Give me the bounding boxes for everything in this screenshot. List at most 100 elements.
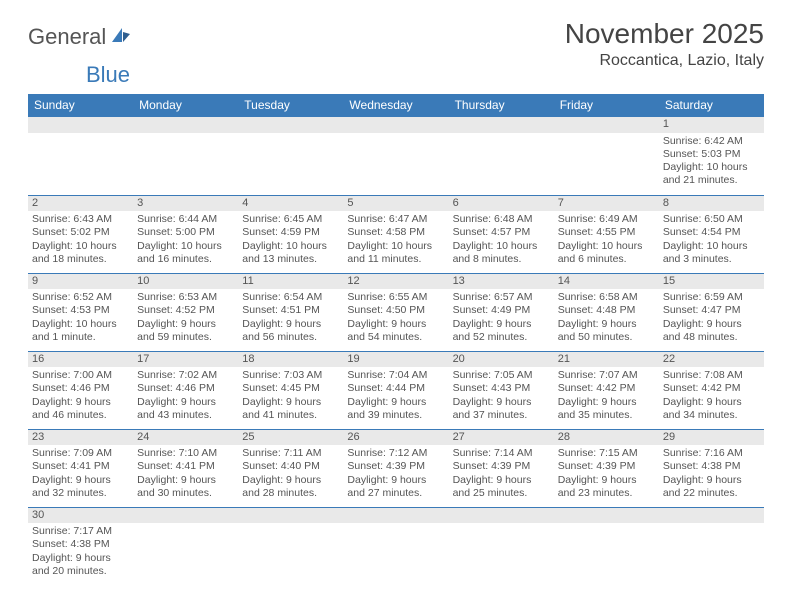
sunset-text: Sunset: 4:42 PM: [663, 382, 760, 395]
day-body: Sunrise: 6:42 AMSunset: 5:03 PMDaylight:…: [659, 133, 764, 191]
sunset-text: Sunset: 4:39 PM: [558, 460, 655, 473]
sunrise-text: Sunrise: 7:08 AM: [663, 369, 760, 382]
sunset-text: Sunset: 4:45 PM: [242, 382, 339, 395]
day-body: Sunrise: 7:07 AMSunset: 4:42 PMDaylight:…: [554, 367, 659, 425]
sunrise-text: Sunrise: 6:47 AM: [347, 213, 444, 226]
day-number: [28, 117, 133, 133]
calendar-day-cell: [238, 117, 343, 195]
daylight-text: Daylight: 9 hours and 27 minutes.: [347, 474, 444, 500]
day-body: Sunrise: 6:52 AMSunset: 4:53 PMDaylight:…: [28, 289, 133, 347]
calendar-day-cell: 19Sunrise: 7:04 AMSunset: 4:44 PMDayligh…: [343, 351, 448, 429]
day-body: Sunrise: 7:08 AMSunset: 4:42 PMDaylight:…: [659, 367, 764, 425]
daylight-text: Daylight: 10 hours and 18 minutes.: [32, 240, 129, 266]
day-number: 1: [659, 117, 764, 133]
day-body: Sunrise: 6:43 AMSunset: 5:02 PMDaylight:…: [28, 211, 133, 269]
day-body: Sunrise: 6:58 AMSunset: 4:48 PMDaylight:…: [554, 289, 659, 347]
day-number: 27: [449, 430, 554, 446]
calendar-day-cell: 5Sunrise: 6:47 AMSunset: 4:58 PMDaylight…: [343, 195, 448, 273]
logo: General: [28, 24, 134, 50]
day-body: Sunrise: 6:50 AMSunset: 4:54 PMDaylight:…: [659, 211, 764, 269]
sunset-text: Sunset: 4:41 PM: [32, 460, 129, 473]
day-number: [238, 508, 343, 524]
sunset-text: Sunset: 4:44 PM: [347, 382, 444, 395]
daylight-text: Daylight: 9 hours and 39 minutes.: [347, 396, 444, 422]
daylight-text: Daylight: 9 hours and 22 minutes.: [663, 474, 760, 500]
logo-text-1: General: [28, 24, 106, 50]
calendar-day-cell: [28, 117, 133, 195]
day-body: Sunrise: 7:10 AMSunset: 4:41 PMDaylight:…: [133, 445, 238, 503]
sunset-text: Sunset: 4:54 PM: [663, 226, 760, 239]
day-number: 6: [449, 196, 554, 212]
weekday-header: Thursday: [449, 94, 554, 117]
sunset-text: Sunset: 4:51 PM: [242, 304, 339, 317]
sunrise-text: Sunrise: 6:48 AM: [453, 213, 550, 226]
sunset-text: Sunset: 4:50 PM: [347, 304, 444, 317]
day-number: 5: [343, 196, 448, 212]
calendar-day-cell: [659, 507, 764, 585]
daylight-text: Daylight: 10 hours and 16 minutes.: [137, 240, 234, 266]
day-body: Sunrise: 7:09 AMSunset: 4:41 PMDaylight:…: [28, 445, 133, 503]
day-number: [659, 508, 764, 524]
calendar-day-cell: 7Sunrise: 6:49 AMSunset: 4:55 PMDaylight…: [554, 195, 659, 273]
day-body: Sunrise: 6:59 AMSunset: 4:47 PMDaylight:…: [659, 289, 764, 347]
sunset-text: Sunset: 4:53 PM: [32, 304, 129, 317]
calendar-day-cell: 3Sunrise: 6:44 AMSunset: 5:00 PMDaylight…: [133, 195, 238, 273]
sunset-text: Sunset: 4:43 PM: [453, 382, 550, 395]
calendar-day-cell: 12Sunrise: 6:55 AMSunset: 4:50 PMDayligh…: [343, 273, 448, 351]
daylight-text: Daylight: 9 hours and 50 minutes.: [558, 318, 655, 344]
calendar-day-cell: 21Sunrise: 7:07 AMSunset: 4:42 PMDayligh…: [554, 351, 659, 429]
day-number: [343, 117, 448, 133]
daylight-text: Daylight: 9 hours and 41 minutes.: [242, 396, 339, 422]
calendar-day-cell: 4Sunrise: 6:45 AMSunset: 4:59 PMDaylight…: [238, 195, 343, 273]
daylight-text: Daylight: 10 hours and 1 minute.: [32, 318, 129, 344]
day-number: 15: [659, 274, 764, 290]
sunset-text: Sunset: 4:58 PM: [347, 226, 444, 239]
day-body: Sunrise: 7:16 AMSunset: 4:38 PMDaylight:…: [659, 445, 764, 503]
month-title: November 2025: [565, 18, 764, 50]
sunrise-text: Sunrise: 6:45 AM: [242, 213, 339, 226]
day-number: 25: [238, 430, 343, 446]
daylight-text: Daylight: 9 hours and 30 minutes.: [137, 474, 234, 500]
calendar-day-cell: 26Sunrise: 7:12 AMSunset: 4:39 PMDayligh…: [343, 429, 448, 507]
day-number: 17: [133, 352, 238, 368]
day-number: 10: [133, 274, 238, 290]
daylight-text: Daylight: 9 hours and 48 minutes.: [663, 318, 760, 344]
calendar-day-cell: [449, 507, 554, 585]
sunrise-text: Sunrise: 6:42 AM: [663, 135, 760, 148]
day-number: 28: [554, 430, 659, 446]
calendar-week-row: 9Sunrise: 6:52 AMSunset: 4:53 PMDaylight…: [28, 273, 764, 351]
calendar-day-cell: 27Sunrise: 7:14 AMSunset: 4:39 PMDayligh…: [449, 429, 554, 507]
day-body: Sunrise: 6:54 AMSunset: 4:51 PMDaylight:…: [238, 289, 343, 347]
day-body: Sunrise: 6:44 AMSunset: 5:00 PMDaylight:…: [133, 211, 238, 269]
day-number: 3: [133, 196, 238, 212]
daylight-text: Daylight: 10 hours and 21 minutes.: [663, 161, 760, 187]
daylight-text: Daylight: 10 hours and 3 minutes.: [663, 240, 760, 266]
day-number: 2: [28, 196, 133, 212]
day-number: [449, 117, 554, 133]
calendar-day-cell: [554, 117, 659, 195]
calendar-week-row: 30Sunrise: 7:17 AMSunset: 4:38 PMDayligh…: [28, 507, 764, 585]
day-body: Sunrise: 6:53 AMSunset: 4:52 PMDaylight:…: [133, 289, 238, 347]
day-number: [449, 508, 554, 524]
day-body: Sunrise: 6:45 AMSunset: 4:59 PMDaylight:…: [238, 211, 343, 269]
calendar-day-cell: [449, 117, 554, 195]
sunset-text: Sunset: 5:02 PM: [32, 226, 129, 239]
day-number: 23: [28, 430, 133, 446]
day-body: Sunrise: 6:48 AMSunset: 4:57 PMDaylight:…: [449, 211, 554, 269]
day-number: 13: [449, 274, 554, 290]
day-body: Sunrise: 6:57 AMSunset: 4:49 PMDaylight:…: [449, 289, 554, 347]
calendar-day-cell: 24Sunrise: 7:10 AMSunset: 4:41 PMDayligh…: [133, 429, 238, 507]
weekday-header: Sunday: [28, 94, 133, 117]
weekday-header: Tuesday: [238, 94, 343, 117]
sunrise-text: Sunrise: 7:05 AM: [453, 369, 550, 382]
calendar-day-cell: 23Sunrise: 7:09 AMSunset: 4:41 PMDayligh…: [28, 429, 133, 507]
calendar-day-cell: 30Sunrise: 7:17 AMSunset: 4:38 PMDayligh…: [28, 507, 133, 585]
day-body: Sunrise: 7:03 AMSunset: 4:45 PMDaylight:…: [238, 367, 343, 425]
sunrise-text: Sunrise: 7:04 AM: [347, 369, 444, 382]
calendar-day-cell: 8Sunrise: 6:50 AMSunset: 4:54 PMDaylight…: [659, 195, 764, 273]
day-number: 24: [133, 430, 238, 446]
logo-text-2-wrap: GeneralBlue: [28, 62, 764, 88]
sunrise-text: Sunrise: 6:59 AM: [663, 291, 760, 304]
sunset-text: Sunset: 4:55 PM: [558, 226, 655, 239]
calendar-week-row: 2Sunrise: 6:43 AMSunset: 5:02 PMDaylight…: [28, 195, 764, 273]
